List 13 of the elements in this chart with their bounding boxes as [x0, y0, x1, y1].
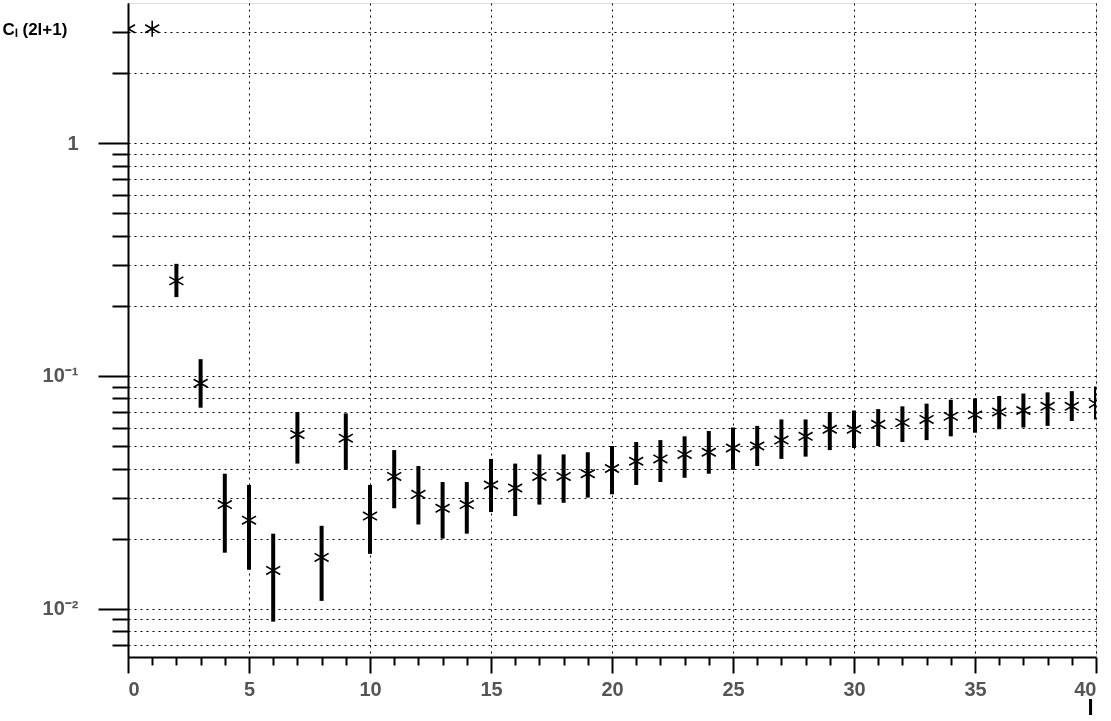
x-tick-label: 15: [480, 677, 503, 700]
y-tick-label: 10⁻²: [42, 597, 79, 620]
x-tick-label: 5: [243, 677, 256, 700]
x-tick-label: 40: [1074, 677, 1097, 700]
x-tick-label: 0: [128, 677, 140, 700]
x-tick-label: 25: [722, 677, 745, 700]
x-tick-label: 30: [843, 677, 866, 700]
x-tick-label: 10: [359, 677, 382, 700]
y-tick-label: 10⁻¹: [42, 364, 79, 387]
y-axis-title: Cₗ (2l+1): [2, 19, 68, 39]
y-tick-label: 1: [67, 131, 79, 154]
x-tick-label: 35: [964, 677, 987, 700]
x-tick-label: 20: [601, 677, 624, 700]
